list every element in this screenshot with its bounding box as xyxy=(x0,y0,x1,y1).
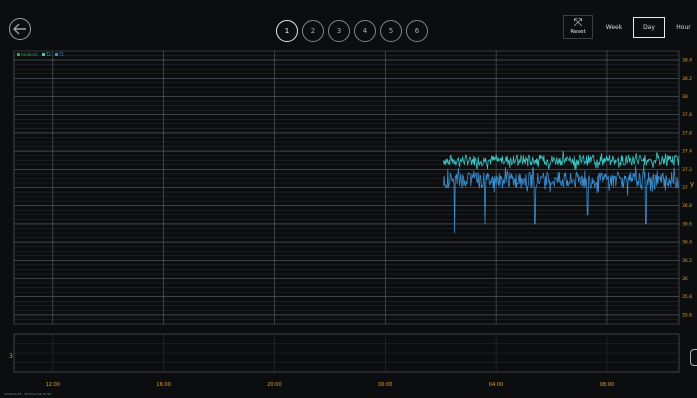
series-line-t2 xyxy=(443,150,680,170)
x-axis-ticks: 12:00 16:00 20:00 00:00 04:00 08:00 xyxy=(46,382,615,388)
reset-zoom-button[interactable]: ⤧ Reset xyxy=(563,15,593,39)
x-tick-label: 16:00 xyxy=(156,382,170,388)
page-button-5[interactable]: 5 xyxy=(380,20,402,42)
y-tick-label: 37 xyxy=(682,185,688,191)
legend-label: T2 xyxy=(45,52,51,57)
reset-zoom-icon: ⤧ xyxy=(573,16,583,29)
y-tick-label: 38.2 xyxy=(682,76,692,82)
y-tick-label: 36.8 xyxy=(682,203,692,209)
y-tick-label: 36.6 xyxy=(682,221,692,227)
legend-label: T1 xyxy=(58,52,64,57)
navigator-grid xyxy=(14,334,679,372)
y-tick-label: 37.2 xyxy=(682,167,692,173)
x-tick-label: 12:00 xyxy=(46,382,60,388)
page-button-3[interactable]: 3 xyxy=(328,20,350,42)
legend-swatch xyxy=(17,53,20,56)
y-tick-label: 38.4 xyxy=(682,58,692,64)
y-tick-label: 36 xyxy=(682,276,688,282)
x-tick-label: 00:00 xyxy=(378,382,392,388)
page-selector: 1 2 3 4 5 6 xyxy=(276,20,428,42)
y-tick-label: 35.6 xyxy=(682,312,692,318)
y-tick-label: 37.8 xyxy=(682,112,692,118)
legend-item-t1[interactable]: T1 xyxy=(54,52,64,57)
reset-label: Reset xyxy=(570,29,586,35)
date-range-footer: 2020/01/05 - 2020/01/06 15:52 xyxy=(4,392,52,396)
y-axis-handle: y xyxy=(690,180,695,188)
page-button-2[interactable]: 2 xyxy=(302,20,324,42)
page-button-1[interactable]: 1 xyxy=(276,20,298,42)
legend-item-t2[interactable]: T2 xyxy=(41,52,51,57)
legend-item-ambient[interactable]: Ambient xyxy=(17,52,38,57)
back-button[interactable] xyxy=(9,18,31,40)
y-tick-label: 36.2 xyxy=(682,258,692,264)
y-tick-label: 35.8 xyxy=(682,294,692,300)
chart-legend: Ambient T2 T1 xyxy=(17,52,64,57)
page-button-4[interactable]: 4 xyxy=(354,20,376,42)
range-hour-button[interactable]: Hour xyxy=(676,24,691,31)
legend-swatch xyxy=(41,53,45,56)
y-tick-label: 38 xyxy=(682,94,688,100)
range-day-button[interactable]: Day xyxy=(633,17,665,38)
arrow-left-icon xyxy=(13,23,26,35)
y-tick-label: 37.4 xyxy=(682,149,692,155)
legend-label: Ambient xyxy=(21,52,38,57)
chart-grid xyxy=(14,50,679,325)
series-line-t1 xyxy=(443,164,680,234)
navigator-label: 3 xyxy=(9,353,13,360)
y-tick-label: 36.4 xyxy=(682,240,692,246)
y-tick-label: 37.6 xyxy=(682,130,692,136)
x-tick-label: 20:00 xyxy=(267,382,281,388)
x-tick-label: 04:00 xyxy=(489,382,503,388)
navigator-drag-handle[interactable] xyxy=(690,349,697,366)
legend-swatch xyxy=(54,53,58,56)
page-button-6[interactable]: 6 xyxy=(406,20,428,42)
x-tick-label: 08:00 xyxy=(600,382,614,388)
chart-series xyxy=(443,150,680,234)
range-week-button[interactable]: Week xyxy=(605,24,623,31)
y-axis-ticks: 38.4 38.2 38 37.8 37.6 37.4 37.2 37 36.8 36.6 36.4… xyxy=(682,58,692,319)
